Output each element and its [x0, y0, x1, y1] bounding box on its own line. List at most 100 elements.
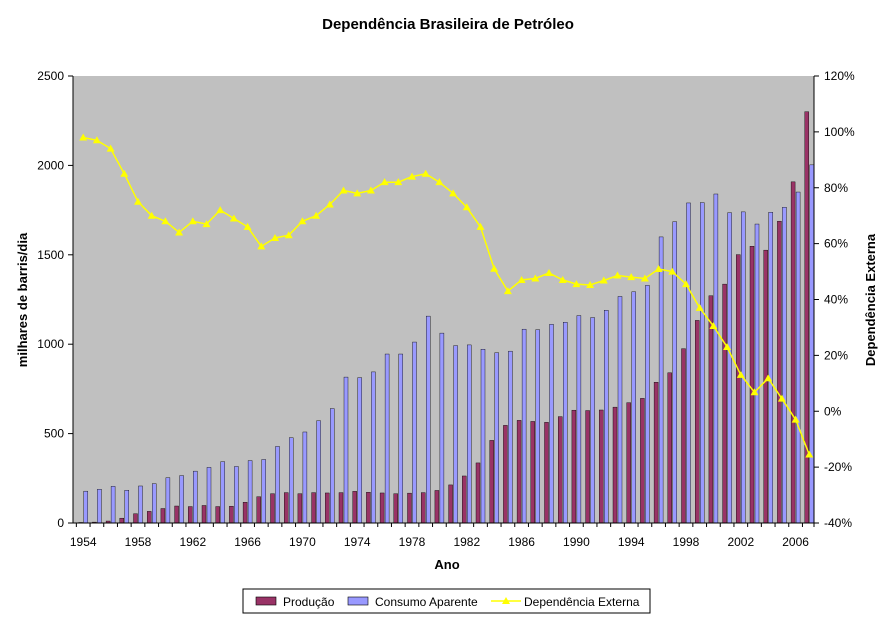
bar-consumo [439, 332, 445, 524]
bar-consumo [83, 490, 88, 524]
point-dependencia [531, 274, 540, 282]
point-dependencia [736, 370, 745, 378]
bar-consumo [247, 460, 253, 524]
bar-consumo [398, 353, 403, 524]
bar-consumo [713, 193, 719, 524]
y2-tick-label: -40% [824, 516, 852, 530]
bar-producao [475, 462, 481, 524]
bar-producao [434, 490, 440, 524]
bar-consumo [179, 475, 184, 524]
y2-tick-label: 0% [824, 404, 842, 418]
bar-producao [270, 493, 275, 524]
x-axis: 1954 1958 1962 1966 1970 1974 1978 1982 1986 1990… [70, 523, 815, 549]
bar-consumo [768, 212, 773, 524]
y2-tick-label: -20% [824, 460, 852, 474]
point-dependencia [435, 178, 444, 186]
point-dependencia [517, 275, 526, 283]
y2-axis-title: Dependência Externa [863, 233, 878, 366]
legend-box [242, 588, 651, 614]
bar-producao [667, 372, 672, 524]
x-tick-label: 1954 [70, 535, 97, 549]
point-dependencia [366, 186, 375, 194]
bar-consumo [165, 477, 171, 524]
point-dependencia [682, 280, 690, 288]
bar-producao [256, 496, 261, 524]
y-axis-title: milhares de barris/dia [15, 232, 30, 367]
bar-consumo [604, 310, 609, 524]
point-dependencia [545, 268, 553, 276]
bar-consumo [782, 207, 787, 524]
bar-producao [215, 506, 220, 524]
bar-producao [763, 249, 768, 524]
bar-consumo [809, 164, 814, 524]
bar-consumo [686, 202, 691, 524]
bar-consumo [453, 345, 458, 524]
bar-consumo [110, 486, 116, 524]
bar-producao [681, 348, 686, 524]
x-tick-label: 1958 [125, 535, 152, 549]
bar-producao [503, 425, 508, 524]
bar-consumo [357, 377, 362, 524]
bar-producao [749, 246, 755, 524]
bar-producao [174, 505, 179, 524]
bar-producao [571, 409, 577, 524]
y2-tick-label: 80% [824, 181, 848, 195]
point-dependencia [449, 189, 458, 197]
bar-consumo [672, 221, 677, 524]
point-dependencia [271, 234, 279, 242]
x-tick-label: 1998 [673, 535, 700, 549]
bar-producao [489, 440, 494, 524]
point-dependencia [284, 231, 293, 239]
point-dependencia [243, 222, 252, 230]
bar-producao [804, 111, 809, 524]
point-dependencia [134, 197, 142, 205]
point-dependencia [777, 394, 786, 402]
point-dependencia [503, 287, 512, 295]
bar-consumo [617, 296, 623, 524]
legend-label-dependencia: Dependência Externa [524, 595, 640, 609]
bar-producao [201, 505, 207, 524]
bar-producao [653, 382, 659, 524]
bar-consumo [412, 341, 417, 524]
point-dependencia [558, 275, 567, 283]
legend-marker-dependencia [502, 597, 510, 604]
bar-consumo [289, 437, 294, 524]
bar-consumo [590, 317, 595, 524]
point-dependencia [750, 388, 759, 396]
bar-producao [311, 492, 316, 524]
bar-producao [708, 295, 714, 524]
point-dependencia [353, 189, 362, 197]
bar-producao [393, 493, 398, 524]
bar-consumo [234, 466, 239, 524]
point-dependencia [599, 276, 608, 284]
point-dependencia [216, 206, 225, 214]
bar-consumo [631, 291, 636, 524]
bar-producao [379, 492, 385, 524]
point-dependencia [394, 178, 403, 186]
bar-producao [133, 513, 138, 524]
bar-producao [188, 506, 193, 524]
y2-tick-label: 60% [824, 237, 848, 251]
bar-consumo [467, 344, 472, 524]
y-tick-label: 0 [57, 516, 64, 530]
bar-consumo [302, 431, 308, 524]
bar-producao [160, 508, 166, 524]
bar-producao [338, 492, 344, 524]
bar-producao [448, 484, 453, 524]
y-tick-label: 1000 [37, 337, 64, 351]
bar-producao [695, 320, 700, 524]
bar-producao [516, 420, 522, 524]
legend-label-consumo: Consumo Aparente [375, 595, 478, 609]
bar-consumo [384, 353, 390, 524]
y-tick-label: 1500 [37, 248, 64, 262]
legend: Produção Consumo Aparente Dependência Ex… [242, 588, 651, 614]
bar-producao [352, 491, 357, 524]
x-tick-label: 1970 [289, 535, 316, 549]
y2-tick-label: 100% [824, 125, 855, 139]
point-dependencia [764, 374, 773, 382]
bar-consumo [343, 376, 349, 524]
y2-tick-label: 20% [824, 348, 848, 362]
point-dependencia [421, 169, 430, 177]
legend-label-producao: Produção [283, 595, 335, 609]
bar-producao [325, 492, 330, 524]
